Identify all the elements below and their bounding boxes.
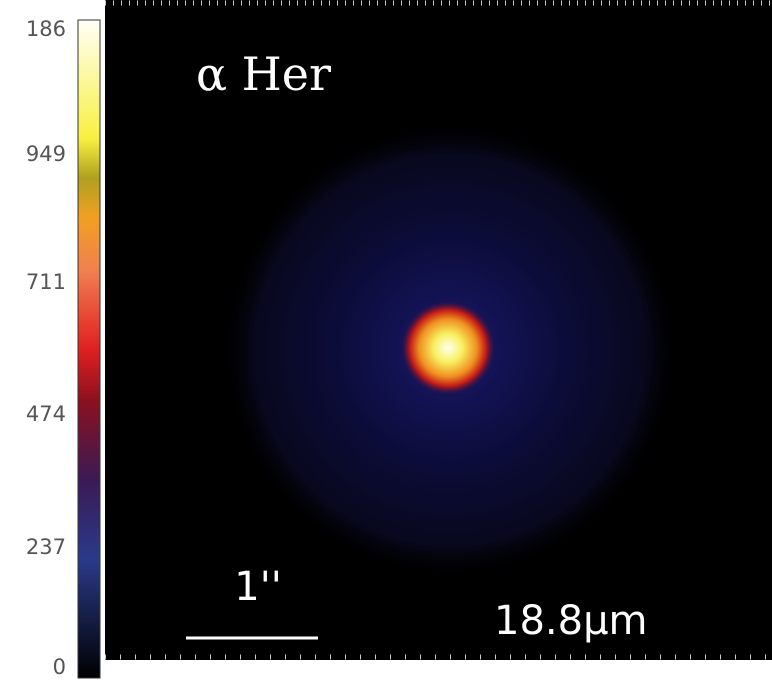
colorbar-tick-label: 0 (53, 655, 66, 679)
colorbar-tick-label: 237 (26, 535, 66, 559)
page: 186 949 711 474 237 0 α Her 1'' 18.8μm (… (0, 0, 772, 686)
star (400, 300, 496, 396)
figure: 186 949 711 474 237 0 α Her 1'' 18.8μm (0, 0, 772, 686)
colorbar (78, 20, 100, 678)
wavelength-label: 18.8μm (494, 598, 647, 644)
colorbar-tick-label: 474 (26, 402, 66, 426)
scale-label: 1'' (234, 564, 281, 610)
colorbar-tick-label: 949 (26, 142, 66, 166)
colorbar-tick-label: 711 (26, 270, 66, 294)
target-name: α Her (196, 47, 331, 101)
colorbar-tick-label: 186 (26, 17, 66, 41)
